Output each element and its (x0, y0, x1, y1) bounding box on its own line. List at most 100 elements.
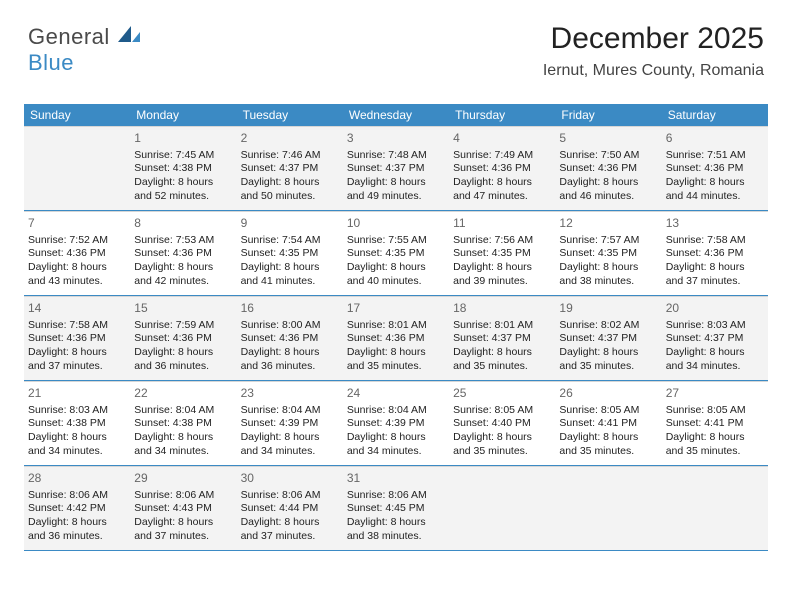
calendar-cell: 31Sunrise: 8:06 AMSunset: 4:45 PMDayligh… (343, 466, 449, 550)
calendar-cell: 30Sunrise: 8:06 AMSunset: 4:44 PMDayligh… (237, 466, 343, 550)
day-number: 12 (559, 216, 657, 232)
sunset-line: Sunset: 4:41 PM (559, 417, 657, 431)
sunrise-line: Sunrise: 7:55 AM (347, 234, 445, 248)
daylight-line-2: and 46 minutes. (559, 190, 657, 204)
daylight-line-1: Daylight: 8 hours (666, 346, 764, 360)
day-number: 3 (347, 131, 445, 147)
logo-sail-icon (118, 24, 140, 49)
sunrise-line: Sunrise: 7:50 AM (559, 149, 657, 163)
sunset-line: Sunset: 4:36 PM (28, 332, 126, 346)
calendar-cell: 6Sunrise: 7:51 AMSunset: 4:36 PMDaylight… (662, 126, 768, 210)
sunrise-line: Sunrise: 7:58 AM (28, 319, 126, 333)
daylight-line-2: and 38 minutes. (347, 530, 445, 544)
calendar-grid: Sunday Monday Tuesday Wednesday Thursday… (24, 104, 768, 551)
daylight-line-1: Daylight: 8 hours (134, 516, 232, 530)
daylight-line-2: and 37 minutes. (28, 360, 126, 374)
daylight-line-1: Daylight: 8 hours (134, 346, 232, 360)
daylight-line-2: and 35 minutes. (559, 360, 657, 374)
sunset-line: Sunset: 4:40 PM (453, 417, 551, 431)
calendar-week-row: 21 Sunrise: 8:03 AM Sunset: 4:38 PM Dayligh… (24, 381, 768, 466)
sunrise-line: Sunrise: 8:01 AM (347, 319, 445, 333)
sunrise-line: Sunrise: 8:04 AM (347, 404, 445, 418)
daylight-line-1: Daylight: 8 hours (134, 176, 232, 190)
calendar-week-row: 1Sunrise: 7:45 AMSunset: 4:38 PMDaylight… (24, 126, 768, 211)
day-number: 30 (241, 471, 339, 487)
sunset-line: Sunset: 4:36 PM (134, 247, 232, 261)
sunrise-line: Sunrise: 8:03 AM (666, 319, 764, 333)
calendar-cell: 24Sunrise: 8:04 AMSunset: 4:39 PMDayligh… (343, 381, 449, 465)
day-number: 11 (453, 216, 551, 232)
daylight-line-1: Daylight: 8 hours (241, 176, 339, 190)
daylight-line-1: Daylight: 8 hours (666, 176, 764, 190)
day-number: 20 (666, 301, 764, 317)
day-number: 29 (134, 471, 232, 487)
day-number: 7 (28, 216, 126, 232)
daylight-line-2: and 35 minutes. (453, 445, 551, 459)
daylight-line-2: and 34 minutes. (134, 445, 232, 459)
calendar-cell: 26Sunrise: 8:05 AMSunset: 4:41 PMDayligh… (555, 381, 661, 465)
sunrise-line: Sunrise: 8:03 AM (28, 404, 126, 418)
calendar-cell: 7Sunrise: 7:52 AMSunset: 4:36 PMDaylight… (24, 211, 130, 295)
calendar-week-row: 14Sunrise: 7:58 AMSunset: 4:36 PMDayligh… (24, 296, 768, 381)
day-number: 28 (28, 471, 126, 487)
logo-text-blue: Blue (28, 50, 74, 75)
calendar-cell: 14Sunrise: 7:58 AMSunset: 4:36 PMDayligh… (24, 296, 130, 380)
sunrise-line: Sunrise: 7:48 AM (347, 149, 445, 163)
daylight-line-1: Daylight: 8 hours (666, 261, 764, 275)
sunset-line: Sunset: 4:35 PM (559, 247, 657, 261)
sunset-line: Sunset: 4:35 PM (347, 247, 445, 261)
calendar-cell: 29 Sunrise: 8:06 AMSunset: 4:43 PMDayligh… (130, 466, 236, 550)
daylight-line-1: Daylight: 8 hours (241, 431, 339, 445)
page-subtitle: Iernut, Mures County, Romania (543, 62, 764, 80)
daylight-line-1: Daylight: 8 hours (28, 516, 126, 530)
calendar-cell: 10Sunrise: 7:55 AMSunset: 4:35 PMDayligh… (343, 211, 449, 295)
daylight-line-1: Daylight: 8 hours (453, 176, 551, 190)
sunset-line: Sunset: 4:44 PM (241, 502, 339, 516)
daylight-line-2: and 43 minutes. (28, 275, 126, 289)
sunset-line: Sunset: 4:36 PM (559, 162, 657, 176)
day-number: 22 (134, 386, 232, 402)
day-header-row: Sunday Monday Tuesday Wednesday Thursday… (24, 104, 768, 126)
daylight-line-2: and 40 minutes. (347, 275, 445, 289)
daylight-line-2: and 35 minutes. (559, 445, 657, 459)
daylight-line-1: Daylight: 8 hours (347, 516, 445, 530)
day-header: Saturday (662, 104, 768, 126)
day-number: 13 (666, 216, 764, 232)
day-header: Monday (130, 104, 236, 126)
calendar-cell: 11Sunrise: 7:56 AMSunset: 4:35 PMDayligh… (449, 211, 555, 295)
daylight-line-1: Daylight: 8 hours (559, 346, 657, 360)
sunset-line: Sunset: 4:43 PM (134, 502, 232, 516)
sunrise-line: Sunrise: 7:49 AM (453, 149, 551, 163)
calendar-cell: 9Sunrise: 7:54 AMSunset: 4:35 PMDaylight… (237, 211, 343, 295)
daylight-line-1: Daylight: 8 hours (28, 346, 126, 360)
daylight-line-2: and 34 minutes. (28, 445, 126, 459)
calendar-cell: 4Sunrise: 7:49 AMSunset: 4:36 PMDaylight… (449, 126, 555, 210)
day-number: 23 (241, 386, 339, 402)
sunset-line: Sunset: 4:35 PM (453, 247, 551, 261)
sunrise-line: Sunrise: 7:56 AM (453, 234, 551, 248)
day-number: 5 (559, 131, 657, 147)
daylight-line-1: Daylight: 8 hours (453, 346, 551, 360)
day-header: Wednesday (343, 104, 449, 126)
sunset-line: Sunset: 4:38 PM (134, 417, 232, 431)
daylight-line-2: and 35 minutes. (666, 445, 764, 459)
calendar-cell: 5Sunrise: 7:50 AMSunset: 4:36 PMDaylight… (555, 126, 661, 210)
daylight-line-2: and 49 minutes. (347, 190, 445, 204)
sunset-line: Sunset: 4:42 PM (28, 502, 126, 516)
sunset-line: Sunset: 4:37 PM (347, 162, 445, 176)
sunset-line: Sunset: 4:38 PM (134, 162, 232, 176)
sunset-line: Sunset: 4:36 PM (666, 247, 764, 261)
sunset-line: Sunset: 4:37 PM (559, 332, 657, 346)
sunrise-line: Sunrise: 7:57 AM (559, 234, 657, 248)
daylight-line-2: and 34 minutes. (666, 360, 764, 374)
day-number: 21 (28, 386, 126, 402)
sunset-line: Sunset: 4:36 PM (453, 162, 551, 176)
sunset-line: Sunset: 4:39 PM (347, 417, 445, 431)
daylight-line-2: and 36 minutes. (28, 530, 126, 544)
daylight-line-1: Daylight: 8 hours (666, 431, 764, 445)
sunrise-line: Sunrise: 7:53 AM (134, 234, 232, 248)
daylight-line-1: Daylight: 8 hours (241, 346, 339, 360)
sunrise-line: Sunrise: 8:06 AM (134, 489, 232, 503)
day-number: 26 (559, 386, 657, 402)
calendar-cell (24, 126, 130, 210)
